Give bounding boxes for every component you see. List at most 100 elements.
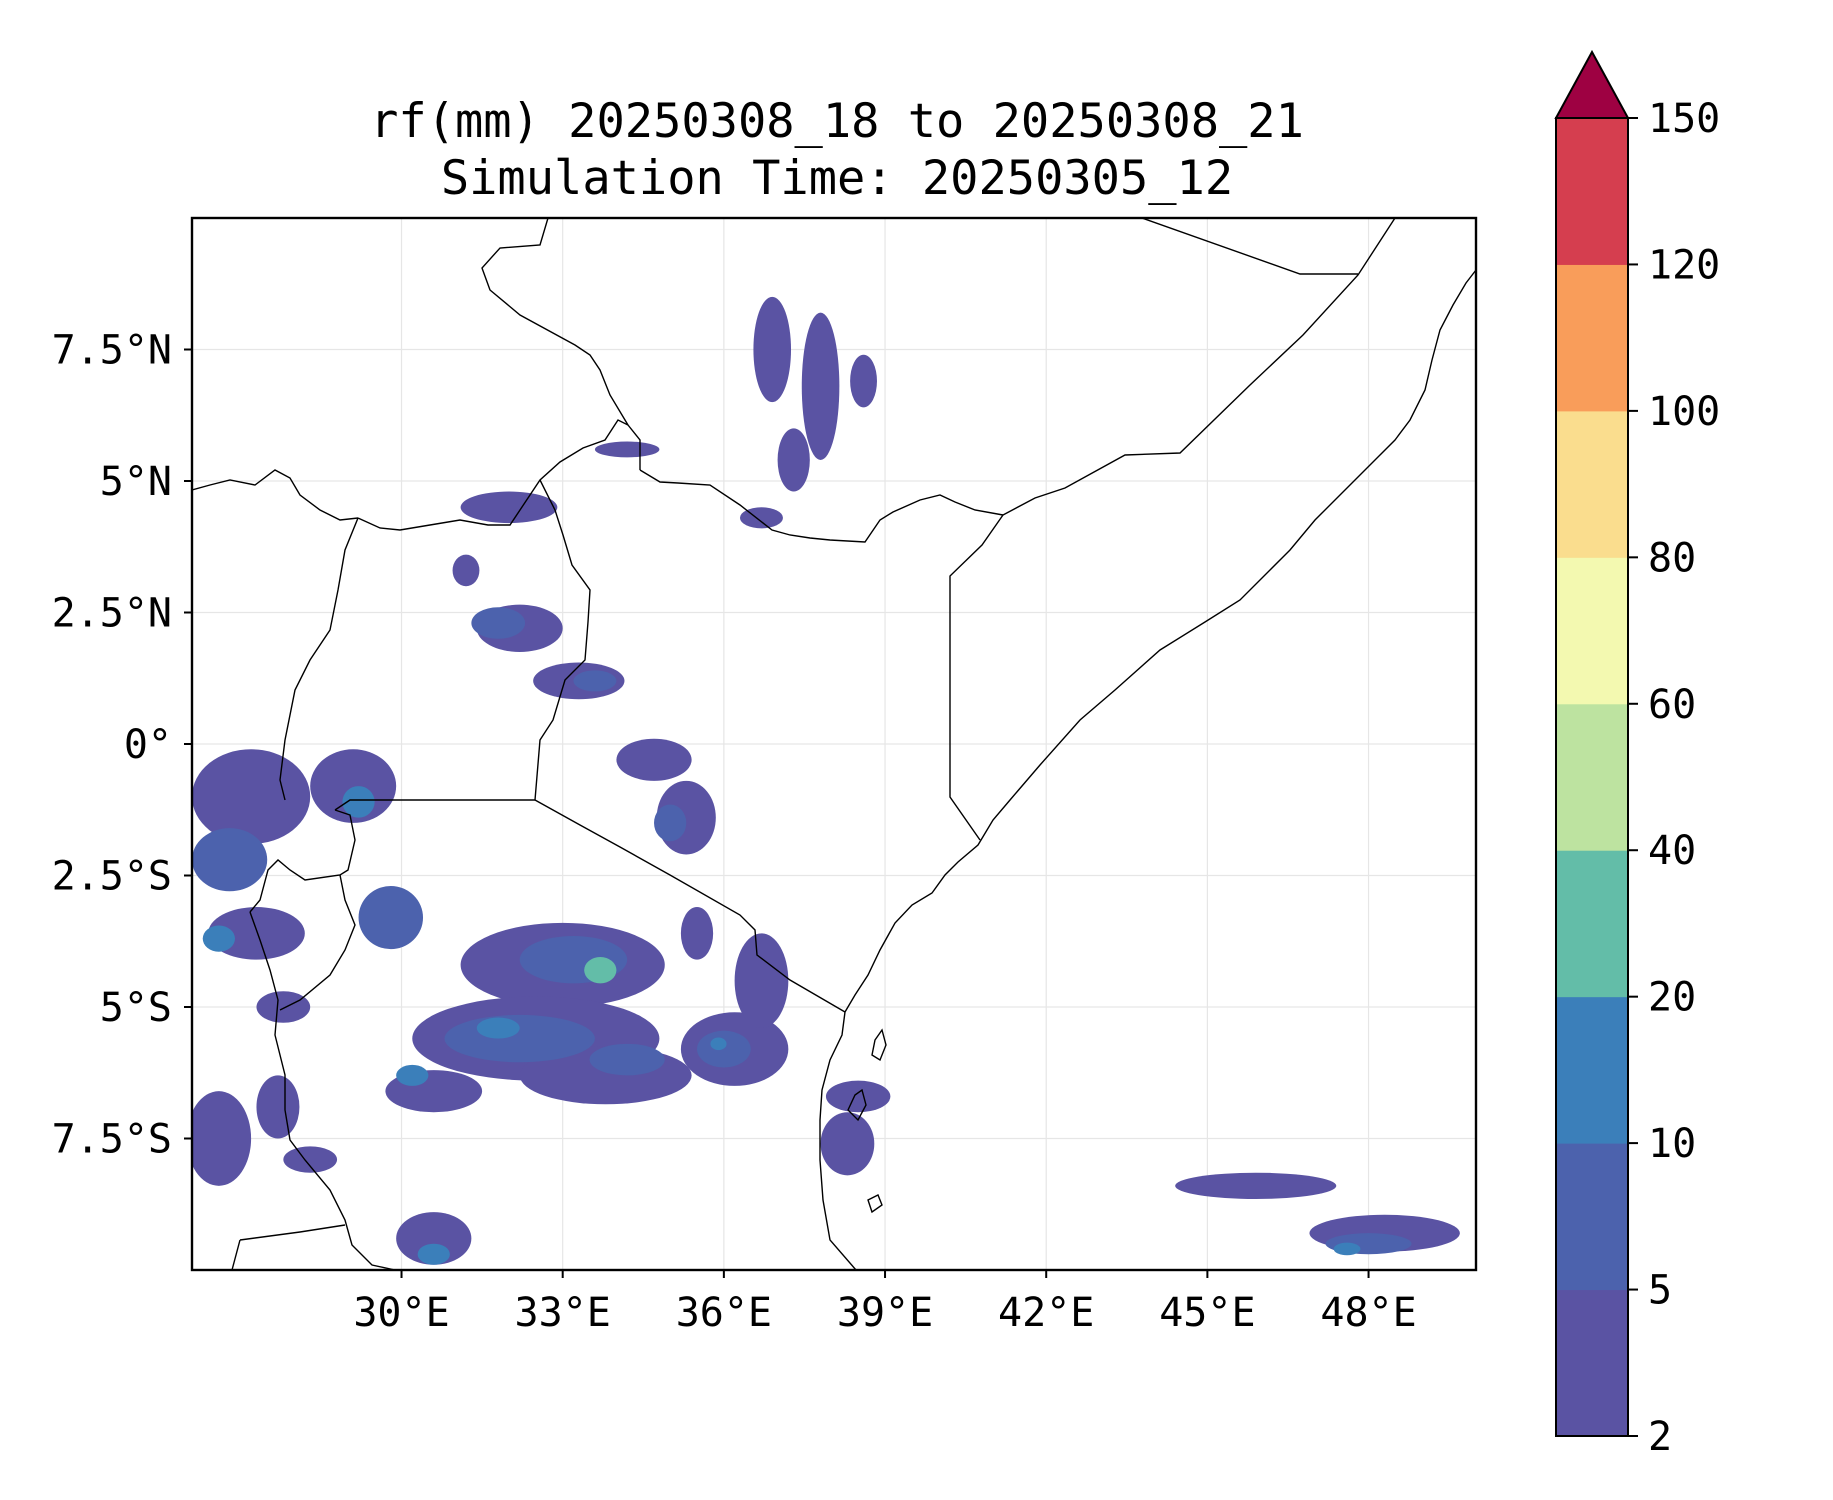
- rainfall-cell: [734, 933, 789, 1029]
- border-burundi-tanzania: [279, 874, 356, 1011]
- border-kenya-somalia: [949, 514, 1004, 841]
- x-tick-label: 30°E: [353, 1290, 449, 1336]
- border-rwanda-burundi: [249, 809, 356, 913]
- colorbar-ticks: 2 5 10 20 40 60 80 100 120 150: [1628, 96, 1720, 1460]
- x-tick-label: 33°E: [515, 1290, 611, 1336]
- rainfall-cell: [825, 1080, 891, 1113]
- rainfall-cell: [471, 607, 526, 639]
- colorbar-tick-label: 150: [1648, 96, 1720, 142]
- colorbar-level: [1556, 996, 1628, 1144]
- rainfall-cell: [589, 1043, 665, 1076]
- y-tick-label: 7.5°S: [52, 1117, 172, 1163]
- border-ethiopia-somalia: [1002, 218, 1396, 516]
- colorbar-tick-label: 100: [1648, 389, 1720, 435]
- colorbar-level: [1556, 264, 1628, 412]
- rainfall-cell: [777, 428, 810, 492]
- colorbar-tick-label: 40: [1648, 828, 1696, 874]
- rainfall-cell: [1333, 1242, 1361, 1256]
- rainfall-cell: [753, 296, 792, 403]
- border-tanzania-mozambique: [231, 1239, 241, 1270]
- rainfall-cell: [310, 749, 397, 823]
- island-pemba: [871, 1028, 887, 1062]
- rainfall-cell: [358, 886, 424, 950]
- rainfall-cell: [208, 907, 305, 960]
- rainfall-cell: [801, 312, 840, 460]
- rainfall-cell: [202, 925, 235, 952]
- y-tick-label: 0°: [124, 722, 172, 768]
- colorbar-level: [1556, 703, 1628, 851]
- rainfall-cell: [396, 1212, 472, 1265]
- title-line-2: Simulation Time: 20250305_12: [441, 151, 1233, 206]
- country-borders: [192, 218, 1476, 1270]
- rainfall-cell: [654, 804, 687, 842]
- coastline-east-africa: [819, 269, 1476, 1270]
- border-south-sudan-drc: [192, 469, 359, 521]
- rainfall-cell: [192, 828, 268, 892]
- border-drc-tanzania-lake: [249, 911, 396, 1270]
- rainfall-cell: [1175, 1172, 1337, 1199]
- border-uganda-kenya: [534, 479, 591, 801]
- rainfall-cell: [342, 786, 375, 818]
- rainfall-cell: [444, 1014, 595, 1063]
- border-ethiopia-somaliland: [1141, 218, 1358, 275]
- rainfall-cell: [452, 554, 480, 587]
- island-mafia: [867, 1194, 883, 1214]
- border-tanzania-zambia: [239, 1224, 346, 1241]
- y-tick-label: 2.5°N: [52, 591, 172, 637]
- x-tick-label: 48°E: [1320, 1290, 1416, 1336]
- border-uganda-south-sudan-drc: [279, 517, 359, 801]
- rainfall-cell: [573, 670, 617, 692]
- island-zanzibar: [847, 1088, 867, 1122]
- colorbar-level: [1556, 850, 1628, 998]
- y-tick-label: 5°N: [100, 459, 172, 505]
- border-uganda-tanzania: [334, 799, 535, 811]
- rainfall-cell: [256, 991, 311, 1023]
- colorbar-extend-arrow: [1554, 49, 1630, 119]
- colorbar-levels: [1556, 118, 1628, 1437]
- y-tick-label: 2.5°S: [52, 854, 172, 900]
- x-tick-label: 45°E: [1159, 1290, 1255, 1336]
- y-axis-ticks: 7.5°N 5°N 2.5°N 0° 2.5°S 5°S 7.5°S: [52, 328, 192, 1163]
- rainfall-cell: [476, 1017, 520, 1039]
- border-sudan-ethiopia: [481, 218, 629, 426]
- rainfall-cell: [820, 1112, 875, 1176]
- y-tick-label: 5°S: [100, 985, 172, 1031]
- rainfall-cell: [584, 957, 617, 984]
- colorbar-tick-label: 2: [1648, 1414, 1672, 1460]
- border-ethiopia-kenya: [639, 469, 1004, 543]
- rainfall-cell: [396, 1064, 429, 1086]
- colorbar-tick-label: 20: [1648, 975, 1696, 1021]
- colorbar-tick-label: 120: [1648, 242, 1720, 288]
- y-tick-label: 7.5°N: [52, 328, 172, 374]
- colorbar-level: [1556, 1143, 1628, 1291]
- rainfall-cell: [283, 1146, 338, 1173]
- x-axis-ticks: 30°E 33°E 36°E 39°E 42°E 45°E 48°E: [353, 1270, 1417, 1336]
- title-line-1: rf(mm) 20250308_18 to 20250308_21: [370, 94, 1304, 149]
- map-area: 30°E 33°E 36°E 39°E 42°E 45°E 48°E 7.5°N 5°N 2.5…: [52, 216, 1478, 1336]
- rainfall-cell: [616, 738, 692, 781]
- colorbar-level: [1556, 410, 1628, 558]
- colorbar-tick-label: 5: [1648, 1268, 1672, 1314]
- colorbar-tick-label: 80: [1648, 535, 1696, 581]
- colorbar-tick-label: 10: [1648, 1121, 1696, 1167]
- rainfall-cell: [710, 1037, 727, 1051]
- rainfall-cell: [192, 1091, 252, 1186]
- rainfall-cell: [697, 1030, 751, 1068]
- colorbar-level: [1556, 118, 1628, 265]
- x-tick-label: 39°E: [837, 1290, 933, 1336]
- colorbar-level: [1556, 1289, 1628, 1437]
- rainfall-cell: [850, 354, 877, 408]
- x-tick-label: 42°E: [998, 1290, 1094, 1336]
- colorbar-tick-label: 60: [1648, 682, 1696, 728]
- rainfall-cell: [192, 749, 311, 844]
- colorbar-frame: [1555, 117, 1629, 1437]
- colorbar: 2 5 10 20 40 60 80 100 120 150: [1554, 49, 1720, 1460]
- rainfall-cell: [417, 1243, 450, 1265]
- x-tick-label: 36°E: [676, 1290, 772, 1336]
- rainfall-cell: [460, 491, 558, 524]
- colorbar-level: [1556, 557, 1628, 705]
- rainfall-cell: [594, 441, 660, 458]
- rainfall-cell: [680, 907, 714, 960]
- rainfall-cell: [256, 1075, 300, 1139]
